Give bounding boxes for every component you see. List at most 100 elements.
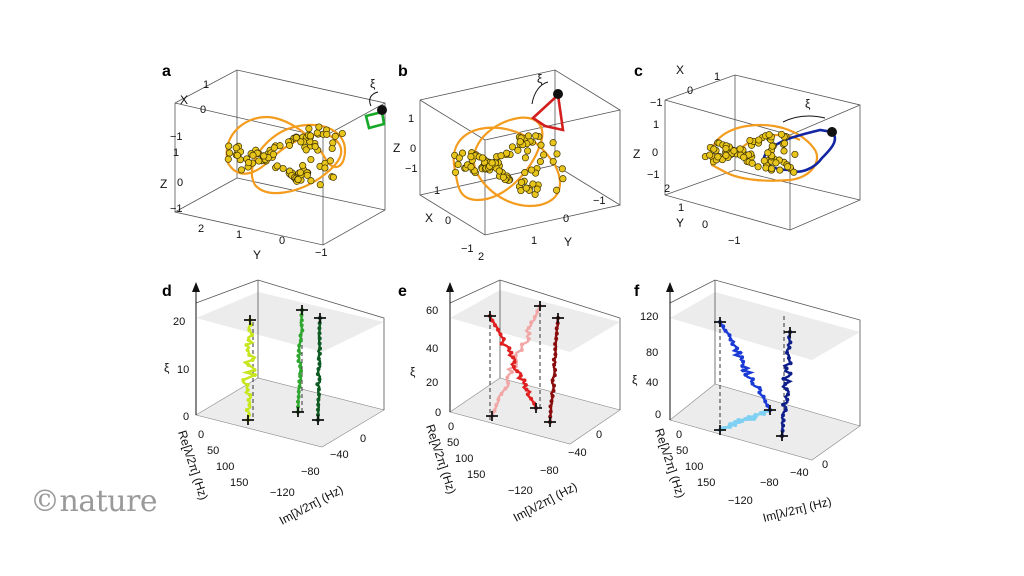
endpoint-marker bbox=[486, 411, 498, 421]
data-point bbox=[307, 155, 315, 164]
svg-text:40: 40 bbox=[646, 377, 658, 389]
trace-point bbox=[723, 328, 728, 333]
trace-point bbox=[781, 418, 786, 423]
data-point bbox=[755, 136, 763, 144]
trace-point bbox=[753, 413, 758, 417]
svg-text:50: 50 bbox=[447, 437, 459, 449]
svg-text:2: 2 bbox=[198, 223, 204, 235]
panel-c-x-axis: X bbox=[676, 63, 684, 77]
data-point bbox=[549, 139, 557, 147]
endpoint-marker bbox=[484, 311, 496, 321]
trace-point bbox=[526, 326, 531, 330]
data-point bbox=[303, 171, 311, 179]
endpoint-marker bbox=[296, 305, 308, 315]
trace-point bbox=[252, 373, 257, 377]
svg-text:1: 1 bbox=[434, 185, 440, 197]
data-point bbox=[331, 132, 339, 140]
data-point bbox=[299, 162, 307, 170]
data-point bbox=[524, 147, 532, 155]
panel-a-loop bbox=[364, 110, 386, 130]
trace-point bbox=[250, 333, 255, 337]
data-point bbox=[722, 144, 730, 153]
svg-text:0: 0 bbox=[177, 177, 183, 189]
data-point bbox=[776, 166, 784, 174]
data-point bbox=[765, 131, 773, 139]
trace-point bbox=[784, 387, 789, 392]
trace-point bbox=[529, 320, 534, 325]
trace-point bbox=[317, 361, 322, 366]
panel-e: e 60 40 20 0 ξ 0 50 100 150 Re[λ/2π] (Hz… bbox=[398, 279, 621, 525]
panel-a-z-axis: Z bbox=[160, 177, 167, 191]
svg-text:−120: −120 bbox=[508, 485, 533, 497]
trace-point bbox=[532, 315, 537, 319]
data-point bbox=[777, 130, 786, 138]
trace-point bbox=[554, 336, 559, 341]
svg-text:−1: −1 bbox=[647, 169, 660, 181]
endpoint-marker bbox=[552, 313, 564, 323]
data-point bbox=[706, 151, 714, 159]
data-point bbox=[316, 181, 324, 189]
svg-text:0: 0 bbox=[687, 85, 693, 97]
data-point bbox=[232, 144, 240, 152]
svg-text:−120: −120 bbox=[728, 495, 753, 507]
panel-c-box bbox=[664, 74, 861, 231]
data-point bbox=[524, 132, 533, 140]
panel-e-label: e bbox=[398, 283, 407, 300]
svg-text:1: 1 bbox=[236, 229, 242, 241]
svg-text:100: 100 bbox=[685, 461, 703, 473]
data-point bbox=[768, 165, 776, 173]
endpoint-marker bbox=[292, 407, 304, 417]
svg-text:−1: −1 bbox=[170, 131, 183, 143]
trace-point bbox=[299, 318, 304, 323]
svg-text:50: 50 bbox=[207, 445, 219, 457]
panel-f: f 120 80 40 0 ξ 0 50 100 150 Re[λ/2π] (H… bbox=[632, 279, 861, 525]
trace-point bbox=[553, 352, 558, 357]
svg-text:100: 100 bbox=[455, 453, 473, 465]
data-point bbox=[497, 152, 505, 160]
trace-point bbox=[788, 340, 793, 345]
svg-text:0: 0 bbox=[596, 429, 602, 441]
trace-point bbox=[299, 369, 303, 374]
data-point bbox=[311, 143, 319, 151]
trace-point bbox=[246, 398, 251, 402]
endpoint-marker bbox=[776, 431, 788, 441]
svg-text:0: 0 bbox=[448, 421, 454, 433]
trace-point bbox=[252, 368, 257, 372]
data-point bbox=[537, 141, 545, 149]
svg-text:1: 1 bbox=[714, 71, 720, 83]
svg-text:0: 0 bbox=[200, 104, 206, 116]
panel-b-label: b bbox=[398, 63, 408, 80]
trace-point bbox=[296, 394, 301, 399]
trace-point bbox=[522, 378, 527, 383]
trace-point bbox=[550, 378, 555, 383]
trace-point bbox=[317, 326, 322, 331]
trace-point bbox=[738, 350, 743, 355]
trace-point bbox=[518, 373, 523, 378]
panel-d-re-label: Re[λ/2π] (Hz) bbox=[175, 429, 211, 502]
trace-point bbox=[317, 351, 322, 356]
trace-point bbox=[511, 355, 515, 360]
panel-a-y-axis: Y bbox=[253, 248, 261, 262]
trace-point bbox=[503, 386, 508, 391]
trace-point bbox=[316, 407, 320, 412]
svg-text:1: 1 bbox=[173, 147, 179, 159]
panel-c-y-axis: Y bbox=[676, 216, 684, 230]
trace-point bbox=[316, 412, 320, 417]
panel-d-label: d bbox=[162, 283, 172, 300]
svg-text:−1: −1 bbox=[461, 243, 474, 255]
panel-a: a ξ X 1 0 −1 1 Z 0 −1 2 1 0 −1 Y bbox=[160, 63, 387, 262]
data-point bbox=[736, 145, 744, 153]
trace-point bbox=[552, 362, 557, 367]
trace-point bbox=[317, 377, 322, 382]
trace-point bbox=[496, 397, 501, 402]
svg-text:−40: −40 bbox=[790, 467, 809, 479]
svg-text:−1: −1 bbox=[728, 235, 741, 247]
trace-point bbox=[316, 387, 321, 392]
panel-b-x-axis: X bbox=[425, 211, 433, 225]
svg-text:0: 0 bbox=[655, 409, 661, 421]
panel-e-re-label: Re[λ/2π] (Hz) bbox=[423, 423, 459, 496]
trace-point bbox=[296, 359, 301, 363]
panel-f-z-label: ξ bbox=[632, 373, 638, 387]
trace-point bbox=[741, 359, 746, 364]
trace-point bbox=[296, 399, 300, 404]
